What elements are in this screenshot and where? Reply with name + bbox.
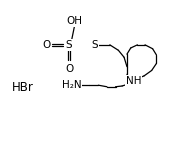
Text: S: S	[91, 40, 98, 50]
Text: O: O	[42, 40, 50, 50]
Text: HBr: HBr	[12, 81, 34, 94]
Text: OH: OH	[67, 16, 83, 26]
Text: H₂N: H₂N	[62, 80, 82, 90]
Text: NH: NH	[126, 76, 141, 85]
Text: S: S	[66, 40, 72, 50]
Text: O: O	[66, 64, 74, 74]
